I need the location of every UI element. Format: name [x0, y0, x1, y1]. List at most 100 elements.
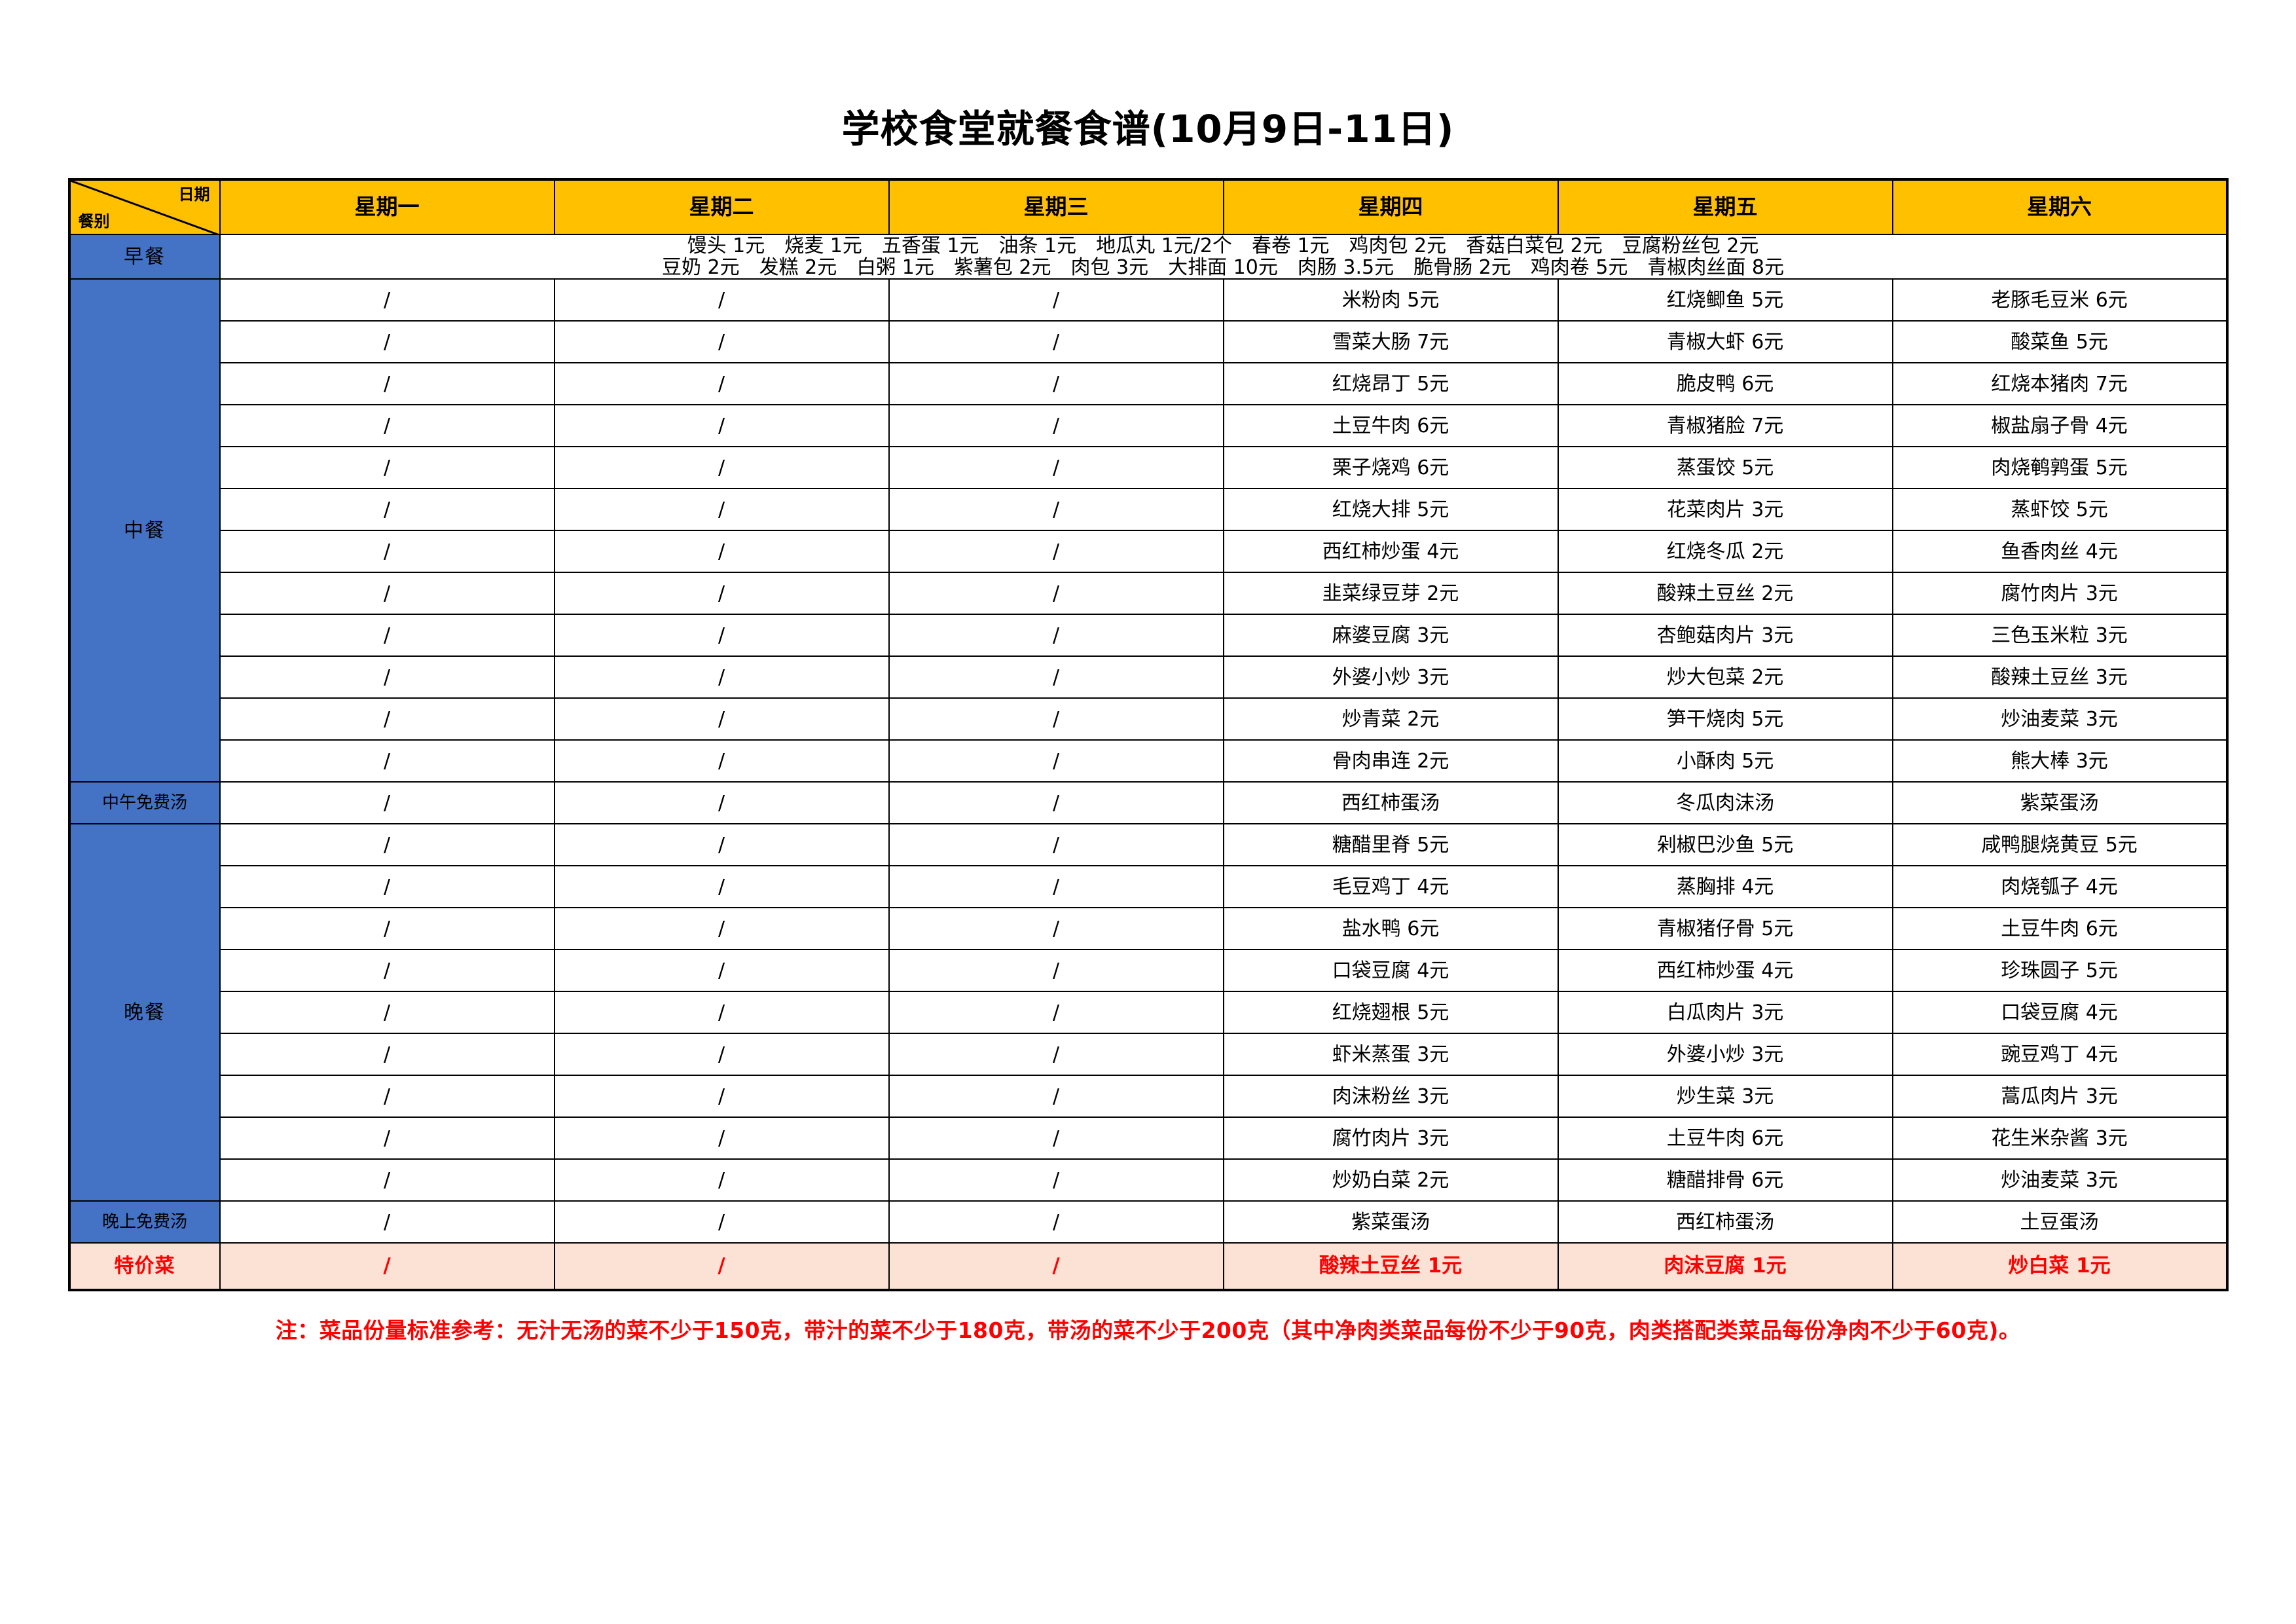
dinner-cell: /: [219, 1033, 555, 1076]
lunch-cell: 红烧昂丁 5元: [1222, 362, 1559, 405]
dinner-cell: 炒奶白菜 2元: [1222, 1158, 1559, 1202]
lunch-cell: /: [888, 655, 1224, 699]
lunch-cell: /: [219, 362, 555, 405]
lunch-row: / / / 土豆牛肉 6元 青椒猪脸 7元 椒盐扇子骨 4元: [69, 404, 2228, 447]
lunch-row: / / / 雪菜大肠 7元 青椒大虾 6元 酸菜鱼 5元: [69, 320, 2228, 363]
dinner-cell: /: [553, 907, 890, 950]
dinner-row: 晚餐 / / / 糖醋里脊 5元 剁椒巴沙鱼 5元 咸鸭腿烧黄豆 5元: [68, 823, 2228, 1202]
dinner-cell: 盐水鸭 6元: [1222, 907, 1559, 950]
lunch-cell: 米粉肉 5元: [1222, 278, 1559, 322]
dinner-cell: /: [219, 1158, 555, 1202]
lunch-row: / / / 韭菜绿豆芽 2元 酸辣土豆丝 2元 腐竹肉片 3元: [69, 572, 2228, 615]
day-header-5: 星期五: [1557, 179, 1893, 235]
dinner-cell: /: [888, 949, 1224, 992]
special-price-cell: 酸辣土豆丝 1元: [1222, 1242, 1559, 1291]
dinner-soup-cell: 西红柿蛋汤: [1557, 1200, 1893, 1244]
lunch-cell: /: [219, 488, 555, 531]
breakfast-items-cell: 馒头 1元 烧麦 1元 五香蛋 1元 油条 1元 地瓜丸 1元/2个 春卷 1元…: [219, 234, 2228, 280]
lunch-cell: 小酥肉 5元: [1557, 739, 1893, 783]
lunch-row: / / / 骨肉串连 2元 小酥肉 5元 熊大棒 3元: [69, 739, 2228, 783]
dinner-cell: 红烧翅根 5元: [1222, 991, 1559, 1034]
lunch-cell: 红烧本猪肉 7元: [1891, 362, 2228, 405]
dinner-soup-cell: /: [553, 1200, 890, 1244]
dinner-cell: 肉沫粉丝 3元: [1222, 1075, 1559, 1118]
lunch-row: / / / 栗子烧鸡 6元 蒸蛋饺 5元 肉烧鹌鹑蛋 5元: [69, 446, 2228, 489]
lunch-cell: /: [888, 530, 1224, 573]
meal-label-special: 特价菜: [68, 1242, 221, 1291]
lunch-cell: /: [888, 404, 1224, 447]
lunch-cell: /: [219, 320, 555, 363]
day-header-3: 星期三: [888, 179, 1224, 235]
lunch-cell: /: [553, 446, 890, 489]
meal-label-breakfast: 早餐: [68, 234, 221, 280]
special-price-cell: /: [888, 1242, 1224, 1291]
corner-header-cell: 餐别 日期: [68, 179, 221, 235]
dinner-cell: /: [553, 823, 890, 866]
dinner-cell: /: [553, 1158, 890, 1202]
dinner-cell: 青椒猪仔骨 5元: [1557, 907, 1893, 950]
lunch-cell: 青椒猪脸 7元: [1557, 404, 1893, 447]
dinner-cell: /: [219, 949, 555, 992]
dinner-soup-cell: /: [888, 1200, 1224, 1244]
dinner-cell: 口袋豆腐 4元: [1891, 991, 2228, 1034]
dinner-cell: /: [888, 1116, 1224, 1160]
dinner-cell: 花生米杂酱 3元: [1891, 1116, 2228, 1160]
lunch-cell: 炒青菜 2元: [1222, 697, 1559, 741]
meal-label-dinner-soup: 晚上免费汤: [68, 1200, 221, 1244]
dinner-cell: /: [219, 907, 555, 950]
lunch-cell: 红烧大排 5元: [1222, 488, 1559, 531]
lunch-cell: /: [888, 320, 1224, 363]
lunch-cell: 雪菜大肠 7元: [1222, 320, 1559, 363]
corner-meal-label: 餐别: [78, 212, 110, 231]
lunch-row: / / / 外婆小炒 3元 炒大包菜 2元 酸辣土豆丝 3元: [69, 655, 2228, 699]
dinner-cell: 蒿瓜肉片 3元: [1891, 1075, 2228, 1118]
dinner-cell: 炒油麦菜 3元: [1891, 1158, 2228, 1202]
meal-label-dinner: 晚餐: [68, 823, 221, 1202]
lunch-cell: 红烧鲫鱼 5元: [1557, 278, 1893, 322]
lunch-soup-cell: /: [553, 781, 890, 824]
lunch-cell: /: [888, 739, 1224, 783]
special-price-cell: 炒白菜 1元: [1891, 1242, 2228, 1291]
lunch-cell: 栗子烧鸡 6元: [1222, 446, 1559, 489]
dinner-cell: /: [219, 991, 555, 1034]
dinner-row: / / / 红烧翅根 5元 白瓜肉片 3元 口袋豆腐 4元: [69, 991, 2228, 1034]
lunch-cell: /: [553, 739, 890, 783]
dinner-cell: 虾米蒸蛋 3元: [1222, 1033, 1559, 1076]
lunch-cell: 老豚毛豆米 6元: [1891, 278, 2228, 322]
corner-date-label: 日期: [178, 185, 210, 204]
day-header-6: 星期六: [1891, 179, 2228, 235]
dinner-cell: 炒生菜 3元: [1557, 1075, 1893, 1118]
lunch-cell: /: [553, 572, 890, 615]
lunch-cell: 花菜肉片 3元: [1557, 488, 1893, 531]
lunch-cell: 土豆牛肉 6元: [1222, 404, 1559, 447]
lunch-cell: /: [553, 655, 890, 699]
special-price-cell: /: [219, 1242, 555, 1291]
lunch-cell: 熊大棒 3元: [1891, 739, 2228, 783]
lunch-cell: /: [888, 362, 1224, 405]
lunch-soup-cell: 紫菜蛋汤: [1891, 781, 2228, 824]
dinner-cell: /: [888, 823, 1224, 866]
lunch-cell: /: [888, 278, 1224, 322]
dinner-row: / / / 毛豆鸡丁 4元 蒸胸排 4元 肉烧瓠子 4元: [69, 865, 2228, 908]
dinner-row: / / / 盐水鸭 6元 青椒猪仔骨 5元 土豆牛肉 6元: [69, 907, 2228, 950]
lunch-cell: 炒大包菜 2元: [1557, 655, 1893, 699]
dinner-cell: /: [219, 1075, 555, 1118]
lunch-cell: 鱼香肉丝 4元: [1891, 530, 2228, 573]
lunch-cell: /: [888, 488, 1224, 531]
lunch-row: 中餐 / / / 米粉肉 5元 红烧鲫鱼 5元 老豚毛豆米 6元: [68, 278, 2228, 783]
breakfast-line-2: 豆奶 2元 发糕 2元 白粥 1元 紫薯包 2元 肉包 3元 大排面 10元 肉…: [662, 256, 1784, 279]
dinner-cell: 珍珠圆子 5元: [1891, 949, 2228, 992]
dinner-cell: /: [553, 991, 890, 1034]
dinner-soup-cell: /: [219, 1200, 555, 1244]
lunch-cell: /: [219, 572, 555, 615]
dinner-cell: 腐竹肉片 3元: [1222, 1116, 1559, 1160]
special-price-cell: /: [553, 1242, 890, 1291]
lunch-cell: /: [553, 614, 890, 657]
dinner-cell: /: [219, 865, 555, 908]
dinner-cell: 蒸胸排 4元: [1557, 865, 1893, 908]
dinner-cell: 毛豆鸡丁 4元: [1222, 865, 1559, 908]
lunch-cell: 酸菜鱼 5元: [1891, 320, 2228, 363]
lunch-cell: /: [553, 488, 890, 531]
dinner-cell: /: [888, 1158, 1224, 1202]
